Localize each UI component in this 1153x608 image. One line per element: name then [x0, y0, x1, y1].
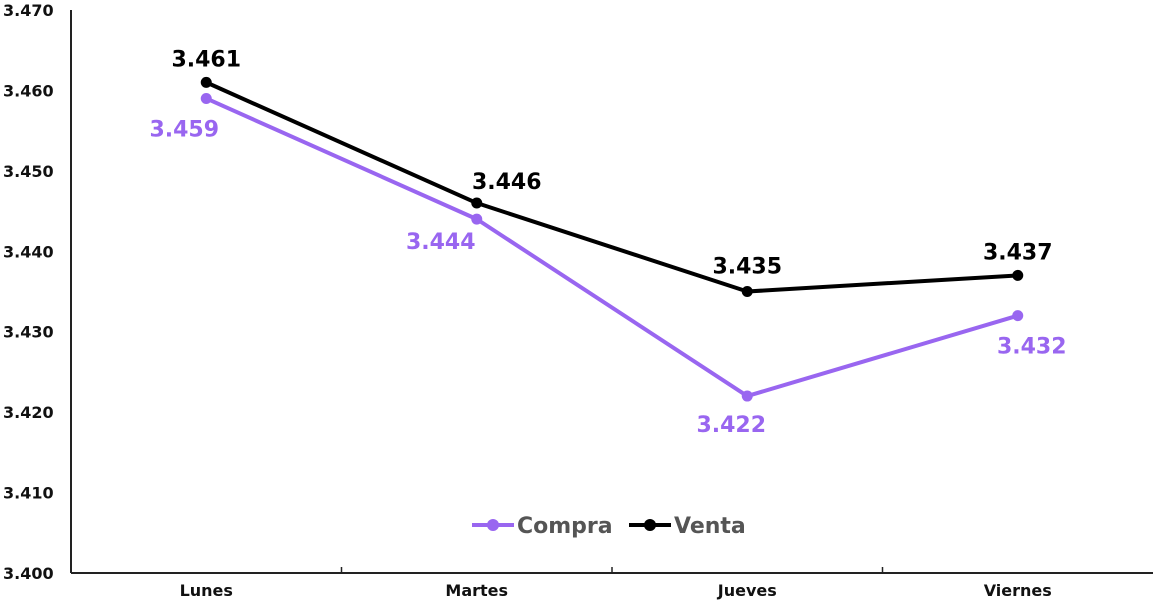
data-label-venta: 3.435	[712, 255, 782, 280]
data-point-compra	[471, 213, 483, 225]
data-point-venta	[1012, 269, 1024, 281]
y-tick-label: 3.470	[3, 1, 54, 20]
y-tick-label: 3.400	[3, 564, 54, 583]
series-line-venta	[205, 80, 1018, 294]
x-tick-label: Jueves	[717, 581, 777, 600]
data-point-compra	[741, 390, 753, 402]
series-line-compra	[205, 96, 1019, 399]
legend-marker-venta	[644, 519, 656, 531]
data-label-compra: 3.422	[696, 413, 766, 438]
data-point-venta	[200, 76, 212, 88]
data-label-venta: 3.461	[171, 47, 241, 72]
data-point-venta	[471, 197, 483, 209]
data-point-compra	[200, 92, 212, 104]
x-tick-label: Martes	[445, 581, 508, 600]
data-label-compra: 3.432	[997, 335, 1067, 360]
y-tick-label: 3.420	[3, 403, 54, 422]
data-label-venta: 3.446	[472, 170, 542, 195]
y-tick-label: 3.430	[3, 323, 54, 342]
data-label-venta: 3.437	[983, 240, 1053, 265]
data-point-venta	[741, 286, 753, 297]
y-tick-label: 3.460	[3, 81, 54, 100]
data-label-compra: 3.444	[406, 230, 476, 255]
y-tick-label: 3.450	[3, 162, 54, 181]
legend-label-venta: Venta	[674, 514, 746, 539]
data-point-compra	[1012, 310, 1024, 322]
y-tick-label: 3.440	[3, 242, 54, 261]
data-label-compra: 3.459	[149, 117, 219, 142]
legend-label-compra: Compra	[517, 514, 613, 539]
legend-marker-compra	[487, 519, 499, 531]
x-tick-label: Viernes	[984, 581, 1052, 600]
x-tick-label: Lunes	[180, 581, 233, 600]
y-tick-label: 3.410	[3, 484, 54, 503]
